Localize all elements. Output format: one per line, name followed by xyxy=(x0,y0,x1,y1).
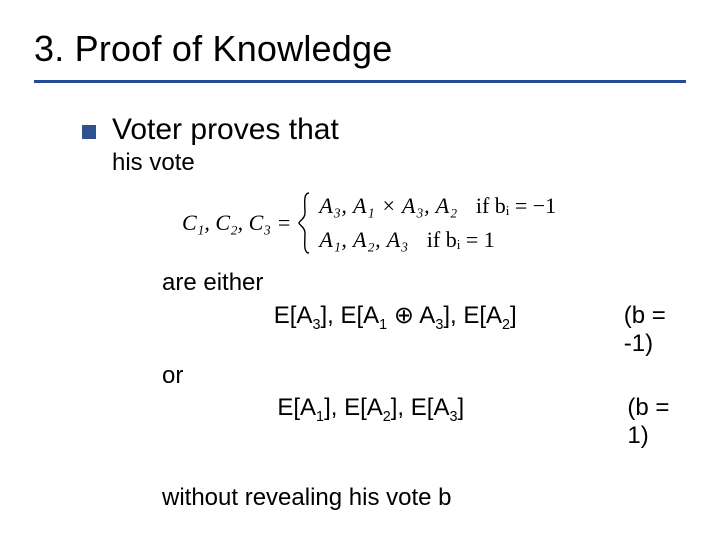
case-1-cond: if bᵢ = −1 xyxy=(476,193,556,219)
equation-left: C₁, C₂, C₃ = xyxy=(182,210,291,236)
equation-case-1: A₃, A₁ × A₃, A₂ if bᵢ = −1 xyxy=(319,193,556,219)
case-1-expr: A₃, A₁ × A₃, A₂ xyxy=(319,193,458,219)
equation-cases: A₃, A₁ × A₃, A₂ if bᵢ = −1 A₁, A₂, A₃ if… xyxy=(319,193,556,253)
closing-text: without revealing his vote b xyxy=(82,484,686,512)
slide-body: Voter proves that his vote C₁, C₂, C₃ = … xyxy=(34,113,686,512)
case-line-2-expr: E[A1], E[A2], E[A3] xyxy=(277,394,587,425)
case-line-1-expr: E[A3], E[A1 ⊕ A3], E[A2] xyxy=(274,301,584,333)
case-2-expr: A₁, A₂, A₃ xyxy=(319,227,408,253)
or-line: or xyxy=(162,362,686,390)
or-text: or xyxy=(162,362,202,390)
slide-title: 3. Proof of Knowledge xyxy=(34,28,686,76)
case-line-2: E[A1], E[A2], E[A3] (b = 1) xyxy=(162,394,686,450)
bullet-text: Voter proves that xyxy=(112,113,339,147)
bullet-item: Voter proves that xyxy=(82,113,686,147)
left-brace-icon xyxy=(297,191,313,255)
case-line-2-b: (b = 1) xyxy=(627,394,686,450)
equation-case-2: A₁, A₂, A₃ if bᵢ = 1 xyxy=(319,227,556,253)
slide: { "title": "3. Proof of Knowledge", "col… xyxy=(0,0,720,540)
title-underline xyxy=(34,80,686,83)
case-line-1-b: (b = -1) xyxy=(624,302,686,358)
his-vote-text: his vote xyxy=(82,149,686,177)
case-line-1: E[A3], E[A1 ⊕ A3], E[A2] (b = -1) xyxy=(162,301,686,358)
case-2-cond: if bᵢ = 1 xyxy=(427,227,495,253)
are-either-block: are either E[A3], E[A1 ⊕ A3], E[A2] (b =… xyxy=(82,269,686,450)
square-bullet-icon xyxy=(82,125,96,139)
equation: C₁, C₂, C₃ = A₃, A₁ × A₃, A₂ if bᵢ = −1 … xyxy=(82,191,686,255)
are-either-text: are either xyxy=(162,269,686,297)
